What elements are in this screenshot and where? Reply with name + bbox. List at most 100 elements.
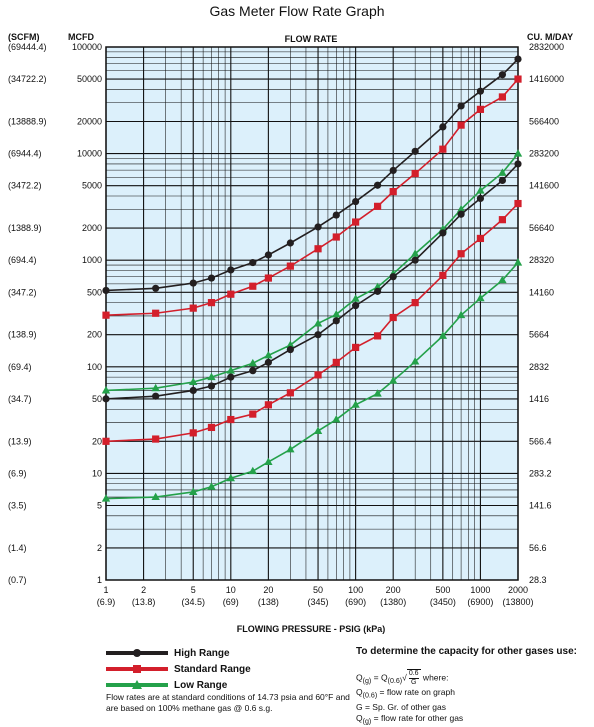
x-axis-title: FLOWING PRESSURE - PSIG (kPa) <box>237 624 386 634</box>
data-point-triangle <box>313 319 323 327</box>
data-point-triangle <box>248 466 257 475</box>
data-point-circle <box>514 160 522 168</box>
axis-header-cum-day: CU. M/DAY <box>527 32 573 42</box>
data-point-triangle <box>456 204 466 213</box>
data-point-square <box>249 410 257 418</box>
data-point-triangle <box>313 426 323 434</box>
data-point-circle <box>373 287 382 295</box>
data-point-circle <box>264 251 272 259</box>
y-tick-label-mcfd: 1 <box>97 575 102 585</box>
formula-equation: Q(g) = Q(0.6)√ 0.6 G where: <box>356 669 449 686</box>
x-tick-label: 5 <box>191 585 196 595</box>
y-tick-label-mcfd: 100000 <box>72 42 102 52</box>
data-point-triangle <box>456 310 466 319</box>
y-tick-label-mcfd: 1000 <box>82 255 102 265</box>
data-point-triangle <box>373 389 382 397</box>
data-point-circle <box>457 210 465 218</box>
x-tick-label-kpa: (690) <box>345 597 366 607</box>
triangle-marker-icon <box>132 680 142 689</box>
legend-label: Standard Range <box>174 663 251 675</box>
y-tick-label-scfm: (6944.4) <box>8 149 42 159</box>
data-point-circle <box>264 358 272 366</box>
y-tick-label-mcfd: 5000 <box>82 181 102 191</box>
data-point-square <box>286 389 294 397</box>
legend-label: High Range <box>174 647 230 659</box>
data-point-square <box>514 75 522 83</box>
y-tick-label-mcfd: 20 <box>92 436 102 446</box>
chart-title: Gas Meter Flow Rate Graph <box>209 3 384 19</box>
y-tick-label-scfm: (347.2) <box>8 287 37 297</box>
y-tick-label-scfm: (6.9) <box>8 468 27 478</box>
series-standard-range <box>102 199 522 445</box>
data-point-triangle <box>101 494 111 502</box>
axis-header-scfm: (SCFM) <box>8 32 40 42</box>
data-point-circle <box>373 181 382 189</box>
data-point-square <box>102 311 110 319</box>
data-point-circle <box>249 258 257 267</box>
x-tick-label: 1000 <box>470 585 490 595</box>
legend-item-standard-range: Standard Range <box>106 662 346 676</box>
legend-item-low-range: Low Range <box>106 678 346 692</box>
formula-box: To determine the capacity for other gase… <box>356 646 586 727</box>
y-tick-label-scfm: (34.7) <box>8 394 32 404</box>
formula-title: To determine the capacity for other gase… <box>356 646 577 657</box>
data-point-square <box>457 121 465 129</box>
y-tick-label-mcfd: 50000 <box>77 74 102 84</box>
y-tick-label-cum-day: 14160 <box>529 287 554 297</box>
data-point-square <box>332 358 340 366</box>
y-tick-label-cum-day: 566400 <box>529 117 559 127</box>
data-point-square <box>227 415 235 424</box>
data-point-square <box>498 93 507 101</box>
data-point-circle <box>332 211 340 219</box>
x-tick-label-kpa: (13800) <box>502 597 533 607</box>
y-tick-label-mcfd: 20000 <box>77 117 102 127</box>
data-point-triangle <box>438 331 448 339</box>
x-tick-label-kpa: (3450) <box>430 597 456 607</box>
data-point-circle <box>498 176 507 185</box>
series-high-range <box>102 55 522 295</box>
data-point-triangle <box>351 294 360 302</box>
y-tick-label-cum-day: 283.2 <box>529 468 552 478</box>
y-tick-label-cum-day: 141.6 <box>529 500 552 510</box>
data-point-square <box>476 234 485 243</box>
data-point-circle <box>352 302 360 310</box>
formula-definition: Q(g) = flow rate for other gas <box>356 712 464 726</box>
y-tick-label-scfm: (0.7) <box>8 575 27 585</box>
x-tick-label: 10 <box>226 585 236 595</box>
data-point-triangle <box>513 258 523 266</box>
formula-definition: G = Sp. Gr. of other gas <box>356 701 447 712</box>
x-tick-label: 20 <box>263 585 273 595</box>
data-point-square <box>514 199 522 208</box>
data-point-circle <box>207 274 216 282</box>
y-tick-label-scfm: (34722.2) <box>8 74 47 84</box>
y-tick-label-mcfd: 100 <box>87 362 102 372</box>
legend-label: Low Range <box>174 679 228 691</box>
data-point-square <box>439 145 447 153</box>
x-tick-label: 500 <box>435 585 450 595</box>
y-tick-label-scfm: (69.4) <box>8 362 32 372</box>
y-tick-label-cum-day: 28.3 <box>529 575 547 585</box>
circle-marker-icon <box>133 649 141 657</box>
data-point-square <box>332 233 340 241</box>
data-point-triangle <box>264 350 273 359</box>
data-point-square <box>249 282 257 290</box>
square-marker-icon <box>133 665 141 673</box>
data-point-square <box>411 169 419 178</box>
x-tick-label: 200 <box>386 585 401 595</box>
data-point-circle <box>152 392 160 400</box>
y-tick-label-mcfd: 500 <box>87 287 102 297</box>
data-point-square <box>389 313 397 322</box>
series-standard-range <box>102 75 522 319</box>
y-tick-label-cum-day: 28320 <box>529 255 554 265</box>
legend-item-high-range: High Range <box>106 646 346 660</box>
data-point-triangle <box>476 293 485 302</box>
chart-subtitle: FLOW RATE <box>285 34 338 44</box>
footnote: Flow rates are at standard conditions of… <box>106 692 350 713</box>
x-tick-label: 50 <box>313 585 323 595</box>
data-point-circle <box>102 395 110 403</box>
data-point-circle <box>189 386 197 395</box>
y-tick-label-cum-day: 56640 <box>529 223 554 233</box>
data-point-circle <box>314 223 322 231</box>
data-point-square <box>457 250 465 258</box>
x-tick-label-kpa: (6900) <box>467 597 493 607</box>
